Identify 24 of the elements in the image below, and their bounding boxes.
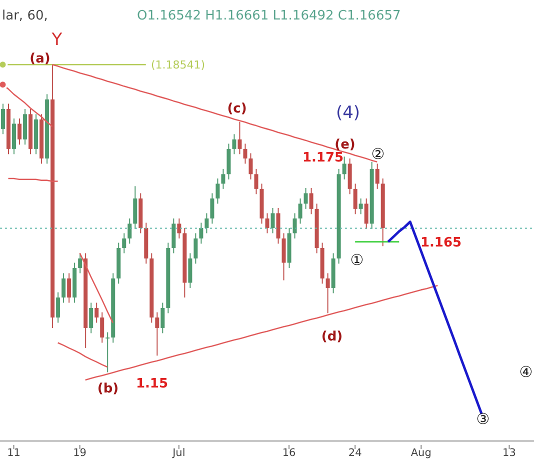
- x-tick-label: 24: [348, 447, 362, 460]
- x-tick-label: 11: [7, 447, 20, 460]
- x-tick-label: 16: [282, 447, 296, 460]
- text: 1.15: [136, 376, 168, 392]
- text: lar, 60,: [2, 8, 48, 24]
- text: ③: [476, 410, 490, 428]
- x-tick-label: 19: [73, 447, 87, 460]
- annotation: (e): [334, 138, 356, 152]
- x-tick-label: 13: [502, 447, 516, 460]
- annotation: 1.175: [302, 150, 344, 166]
- annotation: (4): [336, 103, 360, 123]
- annotation: ②: [371, 145, 385, 163]
- annotation: ①: [350, 251, 364, 269]
- annotation: (c): [227, 102, 247, 116]
- text: O1.16542 H1.16661 L1.16492 C1.16657: [137, 8, 401, 24]
- annotation: (d): [321, 330, 343, 344]
- text: (b): [97, 382, 119, 396]
- x-tick-label: Aug: [410, 447, 432, 460]
- annotation: ④: [519, 363, 533, 381]
- annotation: (1.18541): [150, 58, 206, 72]
- annotation: (a): [30, 52, 50, 66]
- x-tick-label: Jul: [172, 447, 186, 460]
- annotation: 1.165: [420, 236, 462, 250]
- text: Y: [50, 30, 63, 50]
